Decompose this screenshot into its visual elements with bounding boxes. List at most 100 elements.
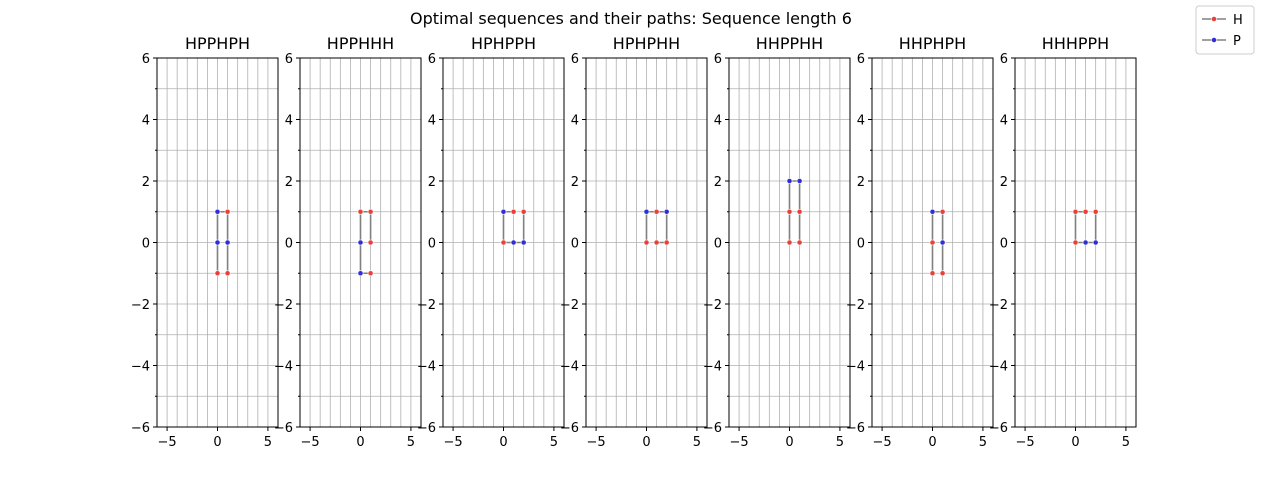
residue-marker-H: [510, 208, 517, 215]
y-tick-label: −4: [131, 360, 150, 375]
y-tick-label: −6: [703, 421, 722, 436]
y-tick-label: 0: [714, 237, 722, 252]
y-tick-label: −4: [417, 360, 436, 375]
y-tick-label: 2: [428, 175, 436, 190]
legend-marker: [1211, 16, 1217, 22]
x-tick-label: 5: [693, 435, 701, 450]
residue-marker-H: [653, 208, 660, 215]
y-tick-label: 4: [857, 114, 865, 129]
y-tick-label: 0: [285, 237, 293, 252]
x-tick-label: −5: [729, 435, 748, 450]
y-tick-label: 0: [142, 237, 150, 252]
residue-marker-P: [796, 178, 803, 184]
x-tick-label: 0: [642, 435, 650, 450]
y-tick-label: 4: [1000, 114, 1008, 129]
residue-marker-P: [939, 239, 946, 246]
residue-marker-P: [786, 178, 793, 184]
residue-marker-H: [643, 239, 650, 246]
y-tick-label: −6: [274, 421, 293, 436]
y-tick-label: 0: [1000, 237, 1008, 252]
x-tick-label: −5: [872, 435, 891, 450]
x-tick-label: 5: [264, 435, 272, 450]
y-tick-label: 4: [428, 114, 436, 129]
y-tick-label: −6: [131, 421, 150, 436]
residue-marker-H: [367, 208, 374, 215]
subplot-6: −6 −4 −2 0 2 4 6 −5 0 5 HHPHPH: [846, 34, 994, 450]
x-tick-label: 0: [1071, 435, 1079, 450]
y-tick-label: −4: [274, 360, 293, 375]
subplot-title: HHPPHH: [756, 34, 823, 53]
y-tick-label: 2: [857, 175, 865, 190]
y-tick-label: 6: [714, 52, 722, 67]
residue-marker-H: [1072, 208, 1079, 215]
residue-marker-P: [520, 239, 527, 246]
subplot-4: −6 −4 −2 0 2 4 6 −5 0 5 HPHPHH: [560, 34, 708, 450]
subplot-1: −6 −4 −2 0 2 4 6 −5 0 5 HPPHPH: [131, 34, 279, 450]
residue-marker-H: [224, 270, 231, 277]
y-tick-label: 6: [857, 52, 865, 67]
x-tick-label: −5: [586, 435, 605, 450]
path-line: [216, 210, 229, 274]
x-tick-label: 5: [407, 435, 415, 450]
x-tick-label: 0: [213, 435, 221, 450]
subplot-7: −6 −4 −2 0 2 4 6 −5 0 5 HHHPPH: [989, 34, 1137, 450]
subplot-2: −6 −4 −2 0 2 4 6 −5 0 5 HPPHHH: [274, 34, 422, 450]
x-tick-label: 0: [928, 435, 936, 450]
residue-marker-H: [1072, 239, 1079, 246]
subplot-title: HPHPHH: [613, 34, 680, 53]
residue-marker-P: [214, 239, 221, 246]
x-tick-label: −5: [1015, 435, 1034, 450]
residue-marker-P: [1082, 239, 1089, 246]
y-tick-label: −2: [846, 298, 865, 313]
subplot-title: HHPHPH: [899, 34, 966, 53]
y-tick-label: −4: [846, 360, 865, 375]
y-tick-label: 6: [1000, 52, 1008, 67]
residue-marker-H: [786, 239, 793, 246]
x-tick-label: 0: [785, 435, 793, 450]
residue-marker-P: [214, 208, 221, 215]
residue-marker-P: [663, 208, 670, 215]
y-tick-label: 2: [285, 175, 293, 190]
y-tick-label: −6: [989, 421, 1008, 436]
legend-label: P: [1233, 34, 1241, 49]
legend-box: [1195, 5, 1255, 55]
y-tick-label: 2: [142, 175, 150, 190]
residue-marker-P: [643, 208, 650, 215]
y-tick-label: −6: [417, 421, 436, 436]
y-tick-label: 6: [142, 52, 150, 67]
residue-marker-H: [224, 208, 231, 215]
residue-marker-H: [367, 239, 374, 246]
y-tick-label: 2: [714, 175, 722, 190]
x-tick-label: −5: [157, 435, 176, 450]
path-line: [788, 180, 801, 243]
residue-marker-H: [929, 270, 936, 277]
residue-marker-P: [500, 208, 507, 215]
residue-marker-H: [663, 239, 670, 246]
y-tick-label: 2: [1000, 175, 1008, 190]
residue-marker-H: [939, 270, 946, 277]
y-tick-label: 0: [571, 237, 579, 252]
y-tick-label: −4: [560, 360, 579, 375]
residue-marker-H: [367, 270, 374, 277]
subplot-grid: −6 −4 −2 0 2 4 6 −5 0 5 HPPHPH −6 −4 −2 0 2 4 6 −5 0 5 HPPHHH…: [131, 34, 1137, 450]
legend-marker: [1211, 37, 1217, 43]
y-tick-label: 6: [428, 52, 436, 67]
residue-marker-H: [796, 239, 803, 246]
y-tick-label: 6: [571, 52, 579, 67]
residue-marker-H: [357, 208, 364, 215]
x-tick-label: −5: [443, 435, 462, 450]
subplot-title: HHHPPH: [1042, 34, 1109, 53]
y-tick-label: −2: [703, 298, 722, 313]
y-tick-label: −4: [989, 360, 1008, 375]
residue-marker-H: [929, 239, 936, 246]
subplot-title: HPPHHH: [327, 34, 394, 53]
residue-marker-P: [224, 239, 231, 246]
y-tick-label: −2: [274, 298, 293, 313]
residue-marker-H: [939, 208, 946, 215]
legend-label: H: [1233, 13, 1243, 28]
y-tick-label: 4: [571, 114, 579, 129]
residue-marker-H: [214, 270, 221, 277]
residue-marker-H: [1092, 208, 1099, 215]
x-tick-label: 0: [499, 435, 507, 450]
x-tick-label: 5: [1122, 435, 1130, 450]
